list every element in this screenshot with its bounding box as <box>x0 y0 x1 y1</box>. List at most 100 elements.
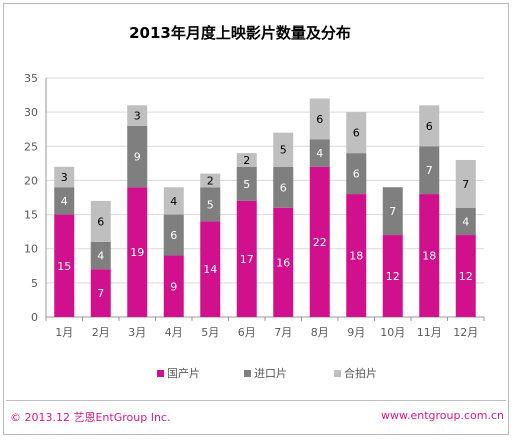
data-label: 6 <box>97 215 104 228</box>
bar-segment <box>419 146 440 195</box>
data-label: 12 <box>459 270 473 283</box>
y-axis: 0 5 10 15 20 25 30 35 <box>24 72 47 324</box>
data-label: 6 <box>280 181 287 194</box>
data-label: 4 <box>170 195 177 208</box>
data-label: 18 <box>349 250 363 263</box>
bar-segment <box>346 194 367 317</box>
bars: 15 4 3 7 4 6 19 9 3 9 6 4 14 5 2 17 5 2 16 6 5 22 4 6 18 6 6 12 7 18 7… <box>54 98 476 317</box>
footer-divider <box>6 400 506 401</box>
bar-segment <box>419 105 440 147</box>
legend-label: 国产片 <box>167 366 200 380</box>
data-label: 9 <box>170 280 177 293</box>
website-text: www.entgroup.com.cn <box>381 409 504 422</box>
bar-segment <box>236 153 257 167</box>
bar-segment <box>54 187 75 215</box>
bar-segment <box>54 214 75 317</box>
data-label: 6 <box>170 229 177 242</box>
legend-label: 进口片 <box>254 367 287 380</box>
bar-segment <box>419 194 440 317</box>
bar-segment <box>90 200 111 242</box>
data-label: 18 <box>422 250 436 263</box>
bar-segment <box>163 214 184 256</box>
data-label: 3 <box>61 171 68 184</box>
bar-segment <box>273 166 294 208</box>
x-tick-label: 10月 <box>380 326 405 339</box>
data-label: 4 <box>316 147 323 160</box>
x-tick-label: 4月 <box>165 326 183 339</box>
data-label: 4 <box>61 195 68 208</box>
y-tick-label: 10 <box>24 243 38 256</box>
legend-label: 合拍片 <box>344 366 377 380</box>
data-label: 9 <box>134 151 141 164</box>
bar-segment <box>236 200 257 317</box>
x-tick-label: 6月 <box>238 326 256 339</box>
y-tick-label: 15 <box>24 209 38 222</box>
x-tick-label: 5月 <box>201 326 219 339</box>
bar-segment <box>309 98 330 140</box>
y-tick-label: 0 <box>31 311 38 324</box>
data-label: 6 <box>316 113 323 126</box>
grid <box>46 77 484 318</box>
bar-segment <box>163 187 184 215</box>
data-label: 4 <box>97 250 104 263</box>
x-tick-label: 8月 <box>311 326 329 339</box>
x-tick-label: 3月 <box>128 326 146 339</box>
legend-swatch <box>244 370 251 377</box>
data-label: 6 <box>426 120 433 133</box>
data-label: 14 <box>203 263 217 276</box>
data-label: 3 <box>134 110 141 123</box>
data-label: 17 <box>240 253 254 266</box>
bar-segment <box>200 187 221 222</box>
data-label: 22 <box>313 236 327 249</box>
x-tick-label: 9月 <box>347 326 365 339</box>
x-axis: 1月 2月 3月 4月 5月 6月 7月 8月 9月 10月 11月 12月 <box>45 317 485 339</box>
bar-segment <box>127 105 148 126</box>
bar-segment <box>90 269 111 317</box>
bar-segment <box>200 173 221 188</box>
data-label: 16 <box>276 256 290 269</box>
data-label: 12 <box>386 270 400 283</box>
bar-segment <box>127 187 148 317</box>
bar-segment <box>127 125 148 188</box>
x-tick-label: 2月 <box>92 326 110 339</box>
y-tick-label: 5 <box>31 277 38 290</box>
data-label: 2 <box>207 174 214 187</box>
data-label: 6 <box>353 168 360 181</box>
data-label: 5 <box>280 144 287 157</box>
bar-segment <box>346 112 367 154</box>
chart-title: 2013年月度上映影片数量及分布 <box>129 24 351 42</box>
data-label: 7 <box>426 164 433 177</box>
bar-segment <box>54 166 75 188</box>
data-label: 5 <box>243 178 250 191</box>
data-label: 7 <box>389 205 396 218</box>
data-label: 7 <box>462 178 469 191</box>
data-label: 4 <box>462 215 469 228</box>
y-tick-label: 20 <box>24 174 38 187</box>
bar-segment <box>236 166 257 201</box>
bar-segment <box>273 132 294 167</box>
y-tick-label: 30 <box>24 106 38 119</box>
bar-segment <box>455 207 476 236</box>
data-label: 2 <box>243 154 250 167</box>
data-label: 7 <box>97 287 104 300</box>
data-label: 6 <box>353 127 360 140</box>
legend-swatch <box>157 370 164 377</box>
x-tick-label: 7月 <box>274 326 292 339</box>
y-tick-label: 25 <box>24 140 38 153</box>
bar-segment <box>200 221 221 317</box>
data-label: 19 <box>130 246 144 259</box>
bar-segment <box>455 159 476 208</box>
bar-segment <box>346 153 367 195</box>
x-tick-label: 11月 <box>417 326 442 339</box>
bar-segment <box>273 207 294 317</box>
data-label: 5 <box>207 198 214 211</box>
x-tick-label: 12月 <box>453 326 478 339</box>
bar-segment <box>382 187 403 236</box>
bar-segment <box>163 255 184 317</box>
bar-segment <box>455 235 476 317</box>
legend-swatch <box>334 370 341 377</box>
bar-segment <box>309 166 330 317</box>
bar-segment <box>90 241 111 270</box>
x-tick-label: 1月 <box>55 326 73 339</box>
